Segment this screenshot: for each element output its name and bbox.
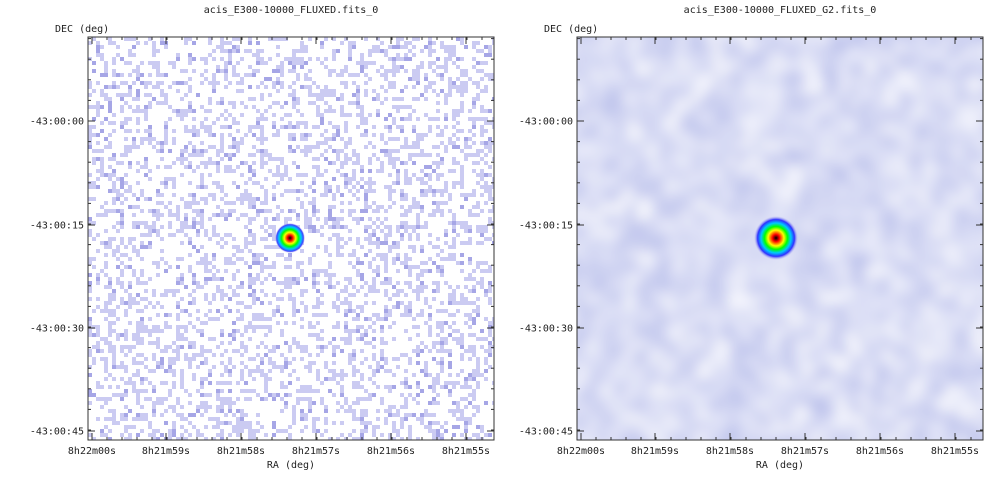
image-pixels [577,37,983,440]
plot-frame [87,36,495,441]
y-tick-label: -43:00:45 [30,427,84,438]
y-tick-label: -43:00:15 [519,221,573,232]
y-tick-label: -43:00:30 [519,324,573,335]
image-pixels [88,37,494,440]
x-tick-label: 8h21m56s [367,446,415,457]
y-tick-label: -43:00:30 [30,324,84,335]
x-tick-label: 8h21m58s [217,446,265,457]
chart-title: acis_E300-10000_FLUXED_G2.fits_0 [684,5,877,16]
point-source [275,223,305,253]
y-tick-label: -43:00:00 [519,117,573,128]
x-tick-label: 8h21m55s [931,446,979,457]
x-tick-label: 8h21m58s [706,446,754,457]
point-source [754,216,798,260]
plot-frame [576,36,984,441]
x-tick-label: 8h21m56s [856,446,904,457]
y-axis-label: DEC (deg) [55,24,109,35]
x-axis-label: RA (deg) [267,460,315,471]
x-tick-label: 8h21m59s [142,446,190,457]
y-axis-label: DEC (deg) [544,24,598,35]
chart-title: acis_E300-10000_FLUXED.fits_0 [204,5,379,16]
x-tick-label: 8h21m59s [631,446,679,457]
y-tick-label: -43:00:15 [30,221,84,232]
x-tick-label: 8h21m57s [781,446,829,457]
tick-marks [577,37,983,440]
tick-marks [88,37,494,440]
x-tick-label: 8h22m00s [557,446,605,457]
y-tick-label: -43:00:45 [519,427,573,438]
x-axis-label: RA (deg) [756,460,804,471]
x-tick-label: 8h21m55s [442,446,490,457]
panel-smoothed: acis_E300-10000_FLUXED_G2.fits_0 DEC (de… [519,5,984,471]
x-tick-label: 8h22m00s [68,446,116,457]
y-tick-label: -43:00:00 [30,117,84,128]
x-tick-label: 8h21m57s [292,446,340,457]
panel-raw: acis_E300-10000_FLUXED.fits_0 DEC (deg) … [30,5,495,471]
